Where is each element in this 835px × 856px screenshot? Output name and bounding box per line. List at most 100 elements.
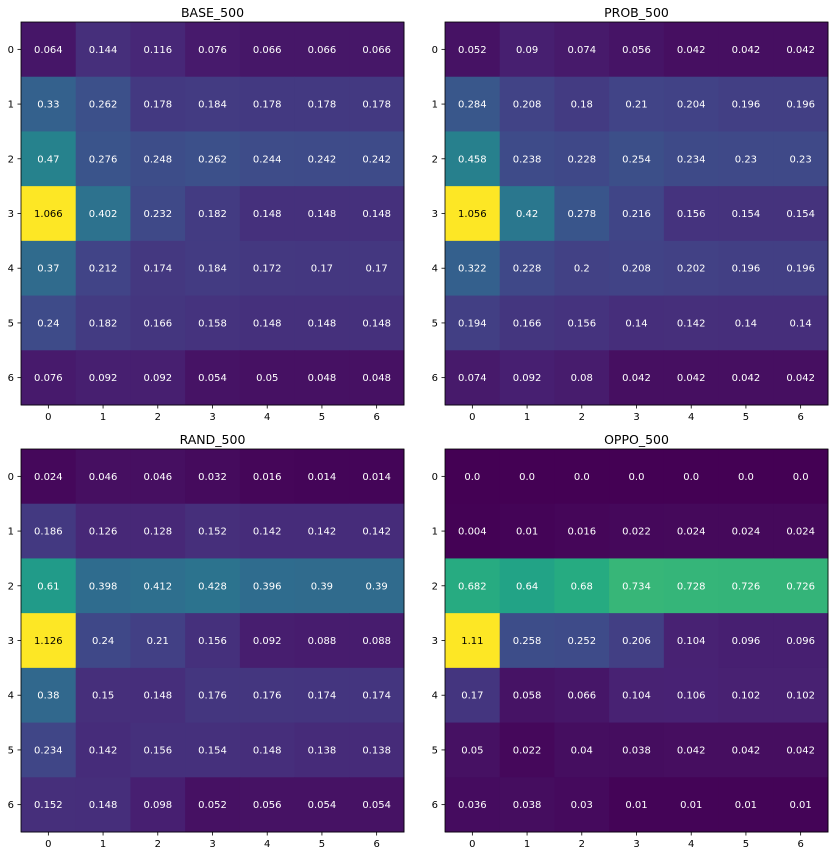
cell-value-label: 0.066	[308, 45, 337, 56]
cell-value-label: 0.016	[567, 527, 596, 538]
cell-value-label: 0.682	[458, 581, 487, 592]
cell-value-label: 0.042	[786, 45, 815, 56]
y-tick-label: 1	[432, 527, 438, 538]
heatmap-cell	[349, 76, 405, 132]
y-tick-label: 5	[432, 318, 438, 329]
heatmap-cell	[609, 131, 665, 187]
heatmap-cell	[609, 722, 665, 778]
cell-value-label: 0.004	[458, 527, 487, 538]
heatmap-cell	[21, 186, 77, 242]
heatmap-cell	[609, 240, 665, 297]
heatmap-cell	[349, 558, 405, 614]
cell-value-label: 0.038	[622, 745, 651, 756]
heatmap-cell	[349, 449, 405, 505]
cell-value-label: 0.024	[732, 527, 761, 538]
y-tick-label: 3	[8, 636, 14, 647]
cell-value-label: 0.178	[362, 100, 391, 111]
cell-value-label: 0.074	[458, 373, 487, 384]
cell-value-label: 0.18	[571, 100, 593, 111]
heatmap-cell	[773, 295, 829, 351]
cell-value-label: 0.428	[198, 581, 227, 592]
cell-value-label: 0.156	[198, 636, 227, 647]
cell-value-label: 0.014	[362, 472, 391, 483]
cell-value-label: 0.2	[574, 264, 590, 275]
heatmap-cell	[773, 76, 829, 132]
cell-value-label: 0.104	[622, 691, 651, 702]
heatmap-cell	[499, 558, 555, 614]
heatmap-cell	[130, 76, 186, 132]
cell-value-label: 0.208	[622, 264, 651, 275]
heatmap-cell	[21, 667, 77, 724]
cell-value-label: 0.056	[622, 45, 651, 56]
heatmap-cell	[718, 558, 774, 614]
cell-value-label: 0.03	[571, 800, 593, 811]
cell-value-label: 0.05	[461, 745, 483, 756]
heatmap-cell	[294, 722, 350, 778]
cell-value-label: 0.458	[458, 154, 487, 165]
cell-value-label: 0.066	[253, 45, 282, 56]
heatmap-cell	[185, 613, 241, 669]
cell-value-label: 0.0	[519, 472, 535, 483]
cell-value-label: 0.054	[362, 800, 391, 811]
heatmap-cell	[349, 22, 405, 78]
x-tick-label: 1	[100, 839, 106, 850]
heatmap-cell	[663, 295, 720, 351]
heatmap-cell	[663, 777, 720, 833]
cell-value-label: 0.276	[89, 154, 118, 165]
cell-value-label: 0.096	[786, 636, 815, 647]
heatmap-cell	[75, 667, 131, 724]
cell-value-label: 0.38	[37, 691, 59, 702]
cell-value-label: 0.17	[311, 264, 333, 275]
x-tick-label: 6	[373, 839, 379, 850]
y-tick-label: 1	[432, 100, 438, 111]
y-tick-label: 4	[8, 264, 14, 275]
heatmap-cell	[349, 777, 405, 833]
y-tick-label: 6	[8, 800, 14, 811]
x-tick-label: 3	[209, 839, 215, 850]
cell-value-label: 0.244	[253, 154, 282, 165]
heatmap-cell	[239, 667, 296, 724]
heatmap-cell	[445, 558, 501, 614]
heatmap-cell	[294, 186, 350, 242]
cell-value-label: 0.212	[89, 264, 118, 275]
cell-value-label: 0.01	[625, 800, 647, 811]
heatmap-cell	[75, 22, 131, 78]
heatmap-cell	[773, 22, 829, 78]
heatmap-cell	[445, 350, 501, 406]
heatmap-cell	[718, 503, 774, 559]
cell-value-label: 0.014	[308, 472, 337, 483]
heatmap-cell	[349, 295, 405, 351]
cell-value-label: 0.054	[308, 800, 337, 811]
heatmap-cell	[239, 503, 296, 559]
heatmap-cell	[21, 558, 77, 614]
cell-value-label: 0.17	[461, 691, 483, 702]
cell-value-label: 0.24	[37, 318, 59, 329]
cell-value-label: 0.102	[786, 691, 815, 702]
heatmap-cell	[718, 667, 774, 724]
heatmap-cell	[609, 186, 665, 242]
heatmap-panel: PROB_500 0.052 0.09 0.074 0.056 0.042 0.042 0.0…	[432, 5, 829, 423]
heatmap-cell	[75, 449, 131, 505]
cell-value-label: 0.142	[362, 527, 391, 538]
cell-value-label: 0.042	[786, 373, 815, 384]
heatmap-cell	[185, 667, 241, 724]
cell-value-label: 0.138	[308, 745, 337, 756]
cell-value-label: 0.01	[516, 527, 538, 538]
cell-value-label: 0.726	[732, 581, 761, 592]
heatmap-cell	[21, 76, 77, 132]
cell-value-label: 0.142	[89, 745, 118, 756]
heatmap-cell	[773, 449, 829, 505]
cell-value-label: 0.174	[308, 691, 337, 702]
heatmap-cell	[445, 295, 501, 351]
cell-value-label: 0.09	[516, 45, 538, 56]
heatmap-cell	[609, 350, 665, 406]
cell-value-label: 0.21	[147, 636, 169, 647]
cell-value-label: 0.258	[513, 636, 542, 647]
cell-value-label: 0.01	[680, 800, 702, 811]
heatmap-cell	[445, 503, 501, 559]
heatmap-cell	[445, 722, 501, 778]
cell-value-label: 0.254	[622, 154, 651, 165]
cell-value-label: 0.092	[513, 373, 542, 384]
cell-value-label: 0.23	[735, 154, 757, 165]
heatmap-cell	[21, 503, 77, 559]
